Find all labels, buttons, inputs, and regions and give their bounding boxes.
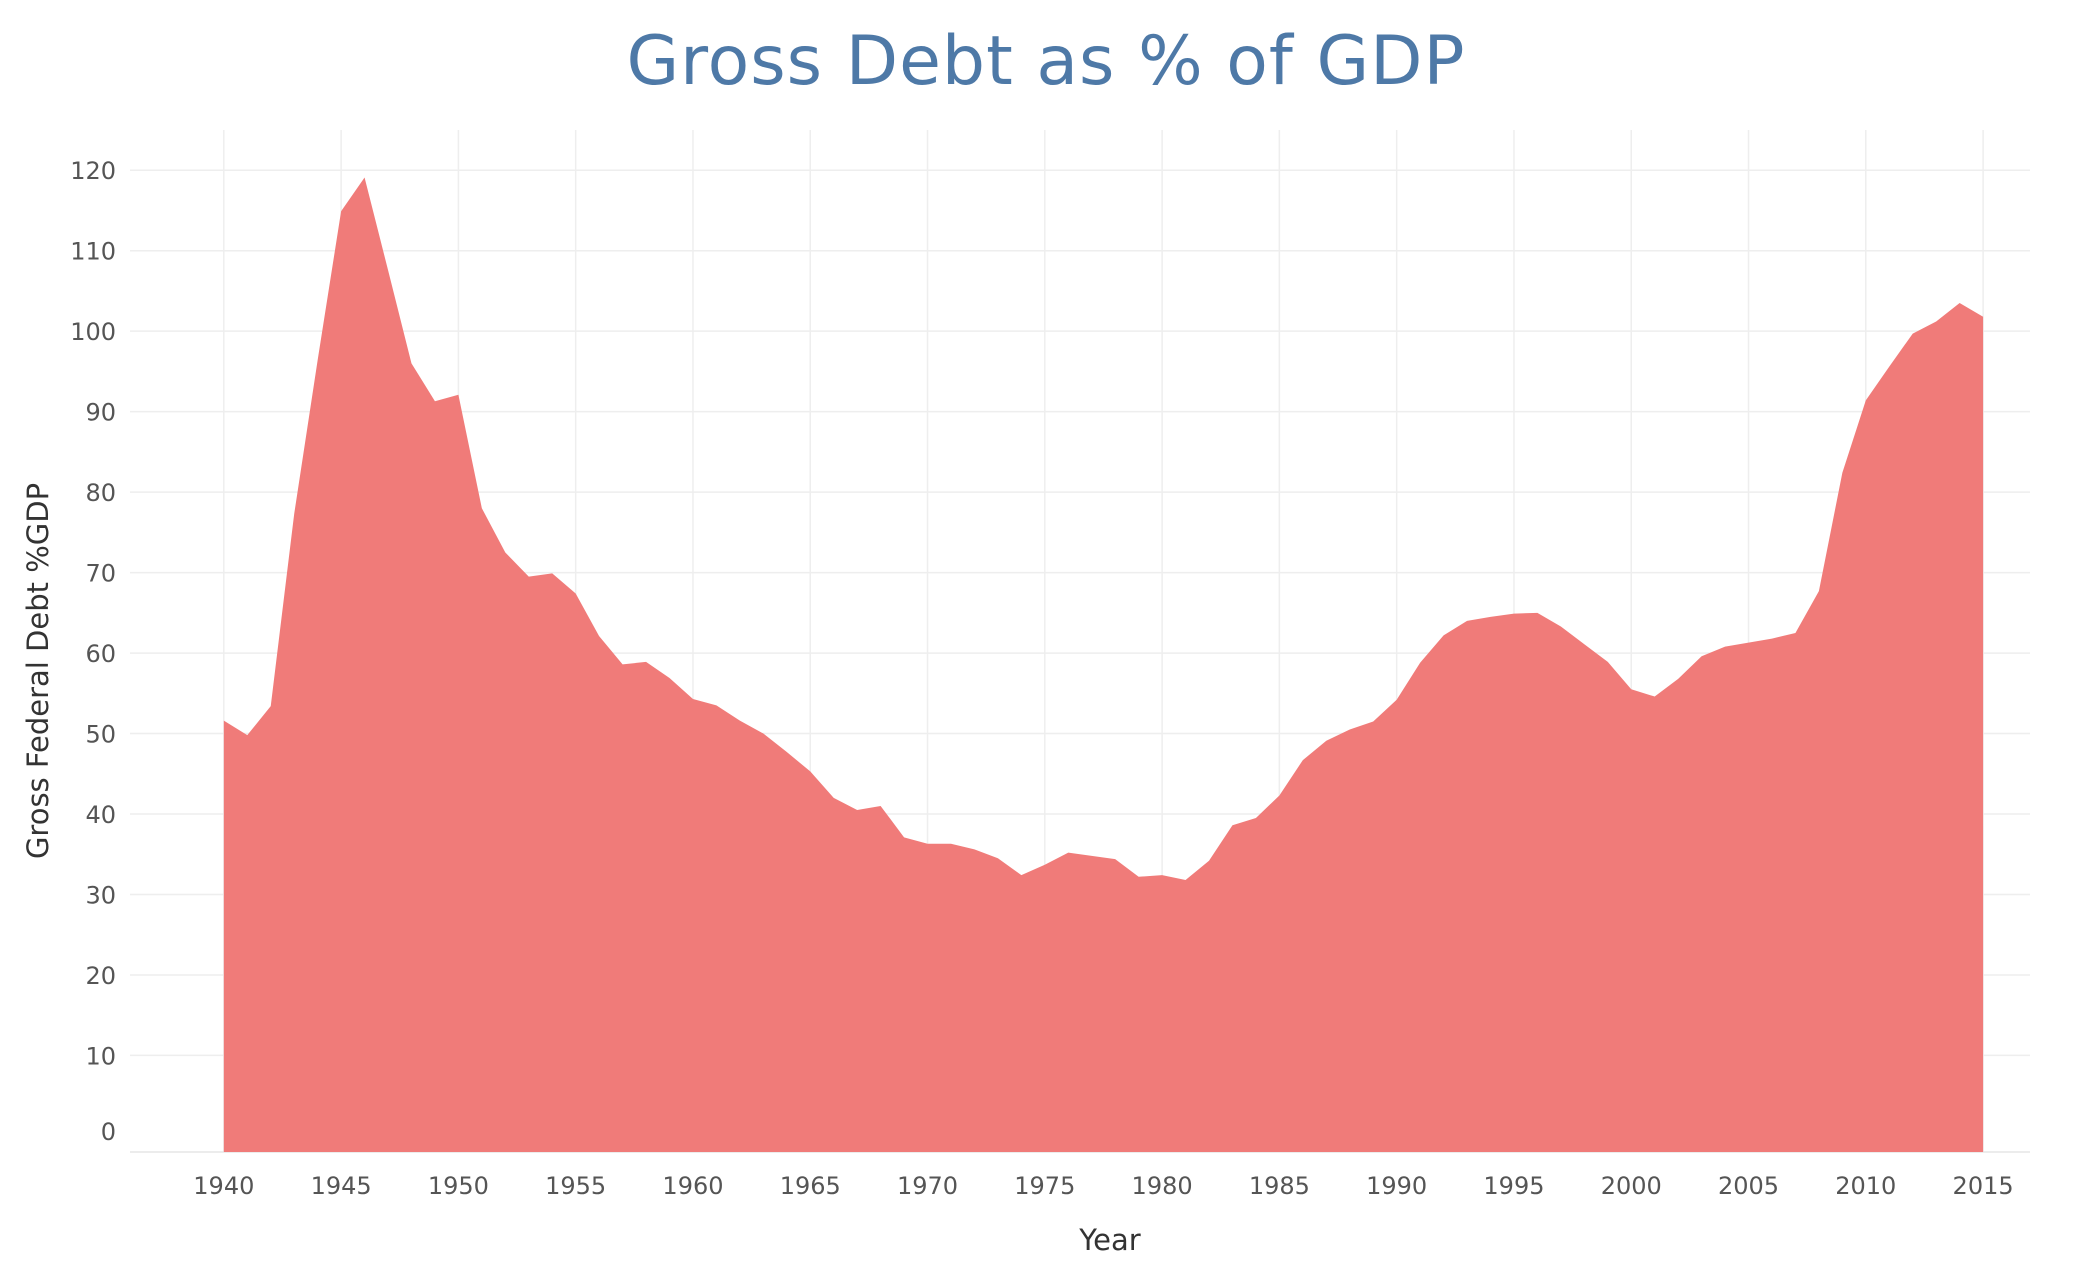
x-tick-1975: 1975 — [1014, 1172, 1075, 1200]
y-tick-80: 80 — [85, 479, 116, 507]
x-tick-1980: 1980 — [1132, 1172, 1193, 1200]
y-axis-title: Gross Federal Debt %GDP — [21, 483, 55, 859]
y-tick-0: 0 — [101, 1118, 116, 1146]
y-tick-10: 10 — [85, 1042, 116, 1070]
x-tick-2005: 2005 — [1718, 1172, 1779, 1200]
x-tick-1965: 1965 — [780, 1172, 841, 1200]
x-tick-2010: 2010 — [1835, 1172, 1896, 1200]
x-tick-1960: 1960 — [662, 1172, 723, 1200]
y-tick-110: 110 — [70, 238, 116, 266]
y-tick-90: 90 — [85, 399, 116, 427]
x-tick-2000: 2000 — [1601, 1172, 1662, 1200]
y-tick-40: 40 — [85, 801, 116, 829]
y-tick-30: 30 — [85, 881, 116, 909]
y-tick-70: 70 — [85, 560, 116, 588]
y-tick-20: 20 — [85, 962, 116, 990]
y-tick-120: 120 — [70, 157, 116, 185]
x-tick-1945: 1945 — [311, 1172, 372, 1200]
x-tick-1955: 1955 — [545, 1172, 606, 1200]
x-tick-1990: 1990 — [1366, 1172, 1427, 1200]
x-tick-labels: 1940 1945 1950 1955 1960 1965 1970 1975 1980 1985… — [193, 1172, 2013, 1200]
y-tick-50: 50 — [85, 721, 116, 749]
y-tick-labels: 0 10 20 30 40 50 60 70 80 90 100 110 120 — [70, 157, 116, 1146]
x-tick-1995: 1995 — [1483, 1172, 1544, 1200]
x-tick-2015: 2015 — [1953, 1172, 2014, 1200]
x-tick-1950: 1950 — [428, 1172, 489, 1200]
x-tick-1985: 1985 — [1249, 1172, 1310, 1200]
x-axis-title: Year — [1078, 1223, 1140, 1257]
y-tick-60: 60 — [85, 640, 116, 668]
x-tick-1940: 1940 — [193, 1172, 254, 1200]
x-tick-1970: 1970 — [897, 1172, 958, 1200]
y-tick-100: 100 — [70, 318, 116, 346]
debt-area — [223, 177, 1984, 1153]
chart-title: Gross Debt as % of GDP — [626, 22, 1466, 101]
